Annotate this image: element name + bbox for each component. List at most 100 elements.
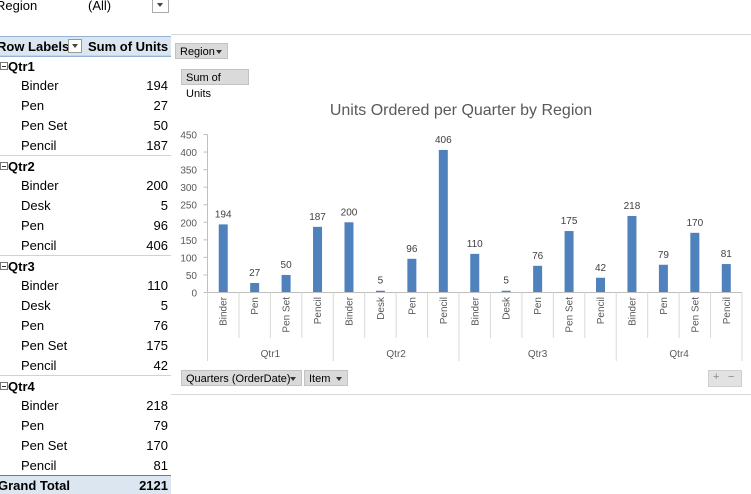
pivot-row: Pencil 406 <box>0 235 171 255</box>
bars: 194 27 50 187 200 5 96 406 110 5 76 175 42 218 79 170 81 <box>215 135 732 293</box>
item-label: Desk <box>21 298 51 313</box>
bar <box>721 264 731 293</box>
values-header: Sum of Units <box>88 39 169 54</box>
values-field-button[interactable]: Sum of Units <box>181 69 249 100</box>
chart-title: Units Ordered per Quarter by Region <box>330 102 592 119</box>
pivot-row: Binder 194 <box>0 75 171 95</box>
collapse-icon[interactable] <box>0 262 8 270</box>
item-label: Pen <box>21 418 45 433</box>
quarter-row: Qtr3 <box>0 255 171 276</box>
region-field-label: Region <box>180 46 215 58</box>
category-tick-label: Pen <box>533 297 544 315</box>
category-tick-label: Pen Set <box>565 297 576 333</box>
collapse-icon[interactable] <box>0 382 8 390</box>
y-tick-label: 150 <box>180 236 197 247</box>
pivot-row: Pencil 42 <box>0 355 171 375</box>
category-tick-label: Pencil <box>722 297 733 324</box>
item-label: Desk <box>21 198 51 213</box>
item-label: Pen Set <box>21 438 68 453</box>
units-value: 5 <box>160 198 168 213</box>
y-axis: 0 50 100 150 200 250 300 350 400 450 <box>180 131 208 300</box>
quarter-label: Qtr2 <box>8 159 35 174</box>
quarter-row: Qtr1 <box>0 55 171 76</box>
units-value: 406 <box>146 238 168 253</box>
values-field-label: Sum of Units <box>186 72 221 100</box>
y-tick-label: 250 <box>180 201 197 212</box>
expand-field-button[interactable]: + <box>713 371 720 383</box>
quarter-row: Qtr4 <box>0 375 171 396</box>
row-labels-filter-icon[interactable] <box>68 39 82 53</box>
report-filter-row: Region (All) <box>0 0 171 14</box>
bar <box>501 290 511 293</box>
row-labels-header: Row Labels <box>0 39 70 54</box>
quarters-field-label: Quarters (OrderDate) <box>186 373 291 385</box>
region-field-button[interactable]: Region <box>175 43 228 59</box>
data-label: 194 <box>215 209 232 220</box>
item-label: Pen Set <box>21 338 68 353</box>
bar <box>533 265 543 293</box>
pivot-row: Pencil 187 <box>0 135 171 155</box>
data-label: 81 <box>721 249 733 260</box>
bar <box>281 274 291 293</box>
bar <box>344 222 354 293</box>
units-value: 81 <box>153 458 168 473</box>
category-tick-label: Binder <box>219 296 230 326</box>
y-tick-label: 350 <box>180 166 197 177</box>
y-tick-label: 100 <box>180 253 197 264</box>
category-tick-label: Pen <box>407 297 418 315</box>
bar <box>627 215 637 293</box>
category-tick-label: Pen <box>250 297 261 315</box>
grand-total-value: 2121 <box>139 478 168 493</box>
group-label: Qtr3 <box>528 349 548 360</box>
collapse-icon[interactable] <box>0 62 8 70</box>
category-tick-label: Pen Set <box>282 297 293 333</box>
bar <box>470 253 480 293</box>
chevron-down-icon <box>216 50 222 54</box>
pivot-row: Desk 5 <box>0 195 171 215</box>
item-label: Pen Set <box>21 118 68 133</box>
grand-total-label: Grand Total <box>0 478 70 493</box>
units-value: 5 <box>160 298 168 313</box>
bar <box>596 277 606 293</box>
units-value: 187 <box>146 138 168 153</box>
data-label: 187 <box>309 212 326 223</box>
quarter-label: Qtr3 <box>8 259 35 274</box>
units-value: 194 <box>146 78 168 93</box>
expand-collapse-controls: + − <box>708 370 742 387</box>
category-tick-label: Pencil <box>439 297 450 324</box>
pivot-row: Pen Set 50 <box>0 115 171 135</box>
data-label: 42 <box>595 263 607 274</box>
collapse-field-button[interactable]: − <box>728 371 735 383</box>
bar <box>218 224 228 293</box>
units-value: 200 <box>146 178 168 193</box>
chevron-down-icon <box>290 377 296 381</box>
pivot-header-row: Row Labels Sum of Units <box>0 36 171 57</box>
collapse-icon[interactable] <box>0 162 8 170</box>
bar <box>250 283 260 293</box>
quarter-label: Qtr4 <box>8 379 35 394</box>
grand-total-row: Grand Total 2121 <box>0 475 171 494</box>
bar <box>375 290 385 293</box>
item-label: Binder <box>21 78 59 93</box>
report-filter-label: Region <box>0 0 38 13</box>
data-label: 27 <box>249 268 261 279</box>
units-value: 27 <box>153 98 168 113</box>
pivot-row: Pen Set 170 <box>0 435 171 455</box>
pivot-row: Binder 200 <box>0 175 171 195</box>
category-tick-label: Pen <box>659 297 670 315</box>
data-label: 96 <box>406 244 418 255</box>
pivot-row: Pen 79 <box>0 415 171 435</box>
item-field-button[interactable]: Item <box>304 370 348 386</box>
y-tick-label: 450 <box>180 131 197 142</box>
quarters-field-button[interactable]: Quarters (OrderDate) <box>181 370 302 386</box>
bar <box>407 258 417 293</box>
item-label: Pencil <box>21 458 57 473</box>
x-axis: Binder Pen Pen Set Pencil Qtr1 Binder Desk Pen P… <box>207 292 743 361</box>
bar <box>658 264 668 293</box>
report-filter-dropdown-icon[interactable] <box>152 0 169 13</box>
pivot-row: Pen 96 <box>0 215 171 235</box>
data-label: 79 <box>658 250 670 261</box>
item-label: Binder <box>21 278 59 293</box>
category-tick-label: Binder <box>470 296 481 326</box>
item-label: Pencil <box>21 138 57 153</box>
